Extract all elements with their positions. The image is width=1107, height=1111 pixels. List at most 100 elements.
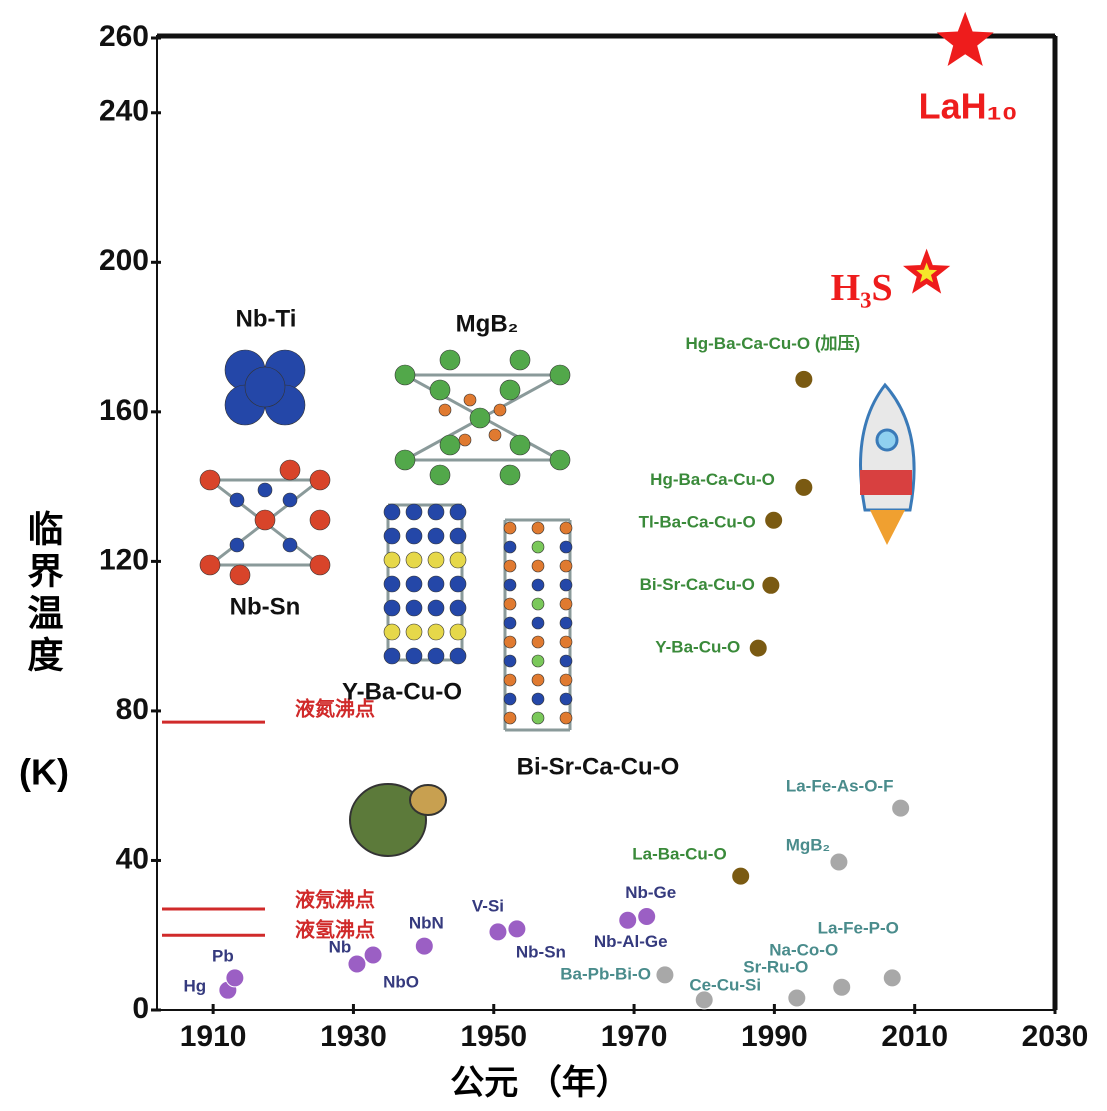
atom bbox=[550, 365, 570, 385]
point-label: Nb-Sn bbox=[516, 942, 566, 961]
atom bbox=[428, 576, 444, 592]
atom bbox=[406, 600, 422, 616]
point bbox=[795, 370, 813, 388]
point-label: Hg-Ba-Ca-Cu-O bbox=[650, 470, 775, 489]
atom bbox=[310, 510, 330, 530]
atom bbox=[258, 483, 272, 497]
star-point bbox=[937, 12, 994, 66]
atom bbox=[560, 579, 572, 591]
point-label: V-Si bbox=[472, 896, 504, 915]
point-label: La-Fe-As-O-F bbox=[786, 777, 894, 796]
atom bbox=[560, 522, 572, 534]
atom bbox=[430, 380, 450, 400]
atom bbox=[560, 674, 572, 686]
atom bbox=[504, 541, 516, 553]
atom bbox=[560, 617, 572, 629]
atom bbox=[245, 367, 285, 407]
y-tick-label: 0 bbox=[132, 992, 149, 1025]
y-tick-label: 240 bbox=[99, 95, 149, 128]
point-label: NbO bbox=[383, 973, 419, 992]
atom bbox=[384, 576, 400, 592]
atom bbox=[464, 394, 476, 406]
atom bbox=[283, 538, 297, 552]
structure-label: Bi-Sr-Ca-Cu-O bbox=[517, 753, 680, 780]
atom bbox=[504, 560, 516, 572]
x-tick-label: 2010 bbox=[881, 1020, 948, 1053]
point-label: Nb-Al-Ge bbox=[594, 932, 668, 951]
y-tick-label: 80 bbox=[116, 693, 149, 726]
atom bbox=[560, 541, 572, 553]
point-label: La-Fe-P-O bbox=[818, 918, 899, 937]
atom bbox=[532, 693, 544, 705]
atom bbox=[230, 493, 244, 507]
atom bbox=[510, 435, 530, 455]
point bbox=[489, 923, 507, 941]
y-axis-label: 临界温度 bbox=[22, 510, 63, 678]
reference-label: 液氖沸点 bbox=[295, 887, 375, 911]
point bbox=[415, 937, 433, 955]
atom bbox=[532, 522, 544, 534]
y-tick-label: 120 bbox=[99, 543, 149, 576]
atom bbox=[430, 465, 450, 485]
structure-label: MgB₂ bbox=[456, 310, 519, 337]
atom bbox=[504, 674, 516, 686]
point-label: Hg-Ba-Ca-Cu-O (加压) bbox=[685, 334, 860, 353]
point-label: Hg bbox=[184, 977, 207, 996]
point-label: Pb bbox=[212, 946, 234, 965]
point-label: Ce-Cu-Si bbox=[689, 975, 761, 994]
plot-frame bbox=[157, 36, 1055, 1010]
atom bbox=[450, 600, 466, 616]
point-label: Tl-Ba-Ca-Cu-O bbox=[639, 513, 756, 532]
atom bbox=[406, 624, 422, 640]
point-label: Nb-Ge bbox=[625, 883, 676, 902]
point-label: Na-Co-O bbox=[769, 941, 838, 960]
point-label: Nb bbox=[329, 938, 352, 957]
structure-label: Nb-Ti bbox=[236, 305, 297, 332]
atom bbox=[532, 655, 544, 667]
y-tick-label: 160 bbox=[99, 394, 149, 427]
point bbox=[638, 908, 656, 926]
structure-label: Y-Ba-Cu-O bbox=[342, 678, 462, 705]
atom bbox=[504, 598, 516, 610]
point bbox=[765, 511, 783, 529]
point bbox=[226, 969, 244, 987]
atom bbox=[550, 450, 570, 470]
y-tick-label: 200 bbox=[99, 244, 149, 277]
atom bbox=[459, 434, 471, 446]
atom bbox=[200, 470, 220, 490]
structure-label: Nb-Sn bbox=[230, 593, 301, 620]
point bbox=[830, 853, 848, 871]
atom bbox=[560, 636, 572, 648]
atom bbox=[504, 636, 516, 648]
atom bbox=[532, 541, 544, 553]
point bbox=[892, 799, 910, 817]
atom bbox=[504, 655, 516, 667]
atom bbox=[230, 565, 250, 585]
atom bbox=[450, 528, 466, 544]
point bbox=[348, 955, 366, 973]
atom bbox=[406, 576, 422, 592]
atom bbox=[384, 624, 400, 640]
point-label: LaH₁₀ bbox=[919, 85, 1018, 126]
atom bbox=[428, 624, 444, 640]
atom bbox=[532, 560, 544, 572]
atom bbox=[384, 600, 400, 616]
point bbox=[795, 478, 813, 496]
atom bbox=[310, 555, 330, 575]
atom bbox=[406, 648, 422, 664]
y-tick-label: 40 bbox=[116, 842, 149, 875]
atom bbox=[470, 408, 490, 428]
atom bbox=[255, 510, 275, 530]
atom bbox=[560, 560, 572, 572]
chart: 公元 （年） 临界温度 (K) 040801201602002402601910… bbox=[0, 0, 1107, 1111]
point-label: Y-Ba-Cu-O bbox=[655, 638, 740, 657]
point bbox=[762, 576, 780, 594]
atom bbox=[532, 598, 544, 610]
point bbox=[732, 867, 750, 885]
point-label: NbN bbox=[409, 914, 444, 933]
x-tick-label: 1930 bbox=[320, 1020, 387, 1053]
atom bbox=[395, 450, 415, 470]
atom bbox=[560, 712, 572, 724]
point bbox=[656, 966, 674, 984]
atom bbox=[428, 600, 444, 616]
